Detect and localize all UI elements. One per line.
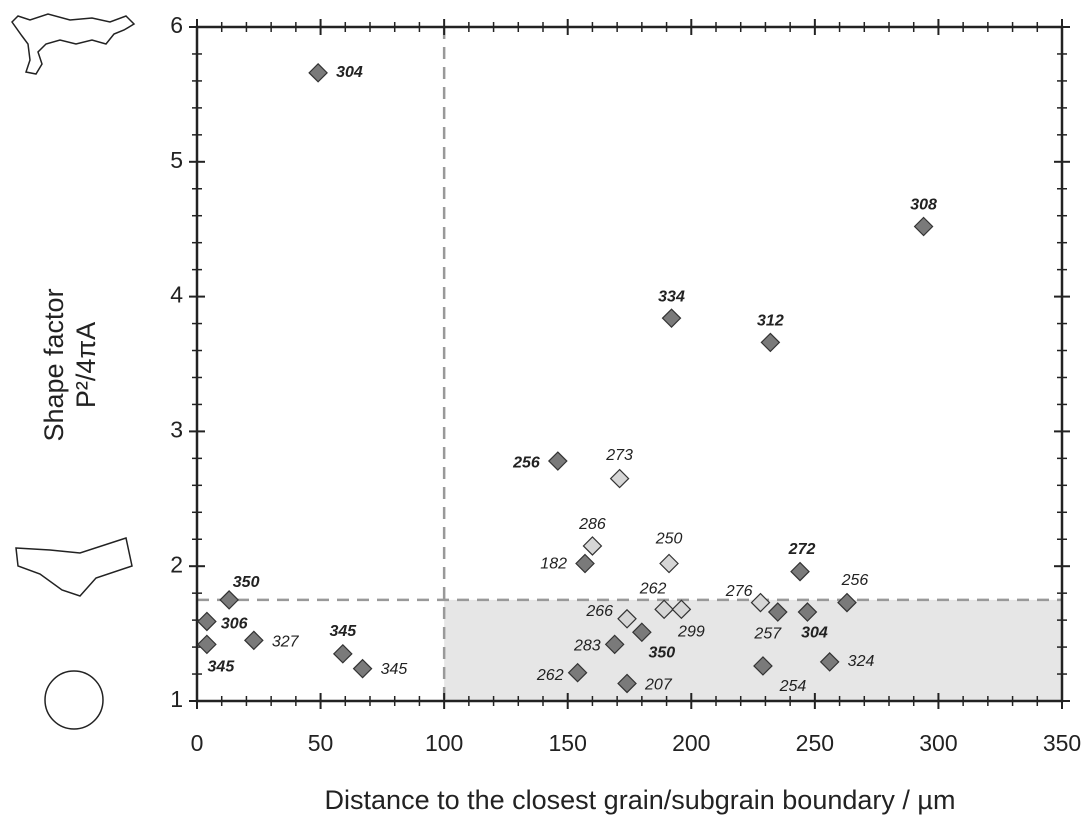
- point-label: 345: [329, 623, 357, 640]
- data-point: [582, 536, 603, 556]
- point-label: 276: [725, 583, 753, 600]
- data-point: [797, 602, 818, 622]
- data-point: [671, 599, 692, 620]
- point-label: 324: [848, 653, 875, 670]
- round-grain-icon: [44, 670, 104, 730]
- x-tick-label: 200: [672, 730, 710, 756]
- data-point: [661, 308, 682, 329]
- data-point: [617, 608, 637, 629]
- data-point: [567, 662, 588, 683]
- point-label: 345: [381, 661, 408, 678]
- data-point: [547, 451, 568, 471]
- data-point: [332, 643, 353, 664]
- point-label: 256: [841, 572, 869, 589]
- data-point: [632, 622, 652, 643]
- x-tick-label: 300: [919, 730, 957, 756]
- point-label: 312: [757, 313, 784, 330]
- point-label: 327: [272, 634, 300, 651]
- data-point: [352, 658, 373, 679]
- point-label: 304: [336, 64, 363, 81]
- data-point: [753, 656, 773, 676]
- point-label: 299: [677, 624, 705, 641]
- data-point: [790, 561, 810, 582]
- shape-icons: [11, 13, 136, 730]
- data-point: [767, 602, 788, 622]
- point-label: 207: [644, 677, 673, 694]
- elongated-grain-icon: [15, 537, 133, 597]
- point-label: 273: [605, 447, 633, 464]
- point-label: 262: [536, 667, 564, 684]
- data-point: [617, 673, 637, 694]
- point-label: 272: [788, 541, 816, 558]
- y-tick-label: 4: [170, 282, 183, 308]
- data-point: [575, 553, 595, 574]
- point-label: 254: [779, 678, 807, 695]
- data-point: [837, 592, 857, 613]
- y-tick-label: 2: [170, 551, 183, 577]
- point-label: 257: [753, 625, 782, 642]
- x-tick-label: 100: [425, 730, 463, 756]
- point-label: 262: [639, 581, 667, 598]
- point-label: 182: [540, 556, 567, 573]
- data-point: [819, 652, 840, 672]
- y-tick-label: 6: [170, 12, 183, 38]
- data-point: [604, 634, 625, 655]
- point-label: 345: [208, 659, 236, 676]
- point-label: 286: [578, 516, 606, 533]
- point-label: 350: [649, 644, 676, 661]
- x-tick-label: 150: [549, 730, 587, 756]
- data-point: [308, 62, 328, 83]
- plot-frame: [195, 25, 1064, 703]
- x-tick-label: 250: [796, 730, 834, 756]
- point-label: 283: [573, 638, 601, 655]
- data-point: [243, 630, 264, 651]
- data-point: [197, 634, 217, 655]
- data-point: [609, 468, 630, 489]
- y-axis-title: P²/4πA: [71, 322, 101, 408]
- data-point: [659, 553, 679, 574]
- y-tick-label: 1: [170, 686, 183, 712]
- point-label: 304: [801, 624, 828, 641]
- point-label: 308: [910, 197, 937, 214]
- irregular-grain-icon: [11, 13, 136, 75]
- x-tick-label: 350: [1043, 730, 1081, 756]
- data-point: [197, 611, 217, 632]
- point-label: 350: [233, 574, 260, 591]
- point-label: 266: [585, 603, 613, 620]
- y-tick-label: 3: [170, 416, 183, 442]
- data-point: [750, 592, 771, 613]
- data-point: [219, 590, 239, 610]
- point-label: 334: [658, 288, 685, 305]
- point-label: 306: [221, 616, 248, 633]
- y-axis-title: Shape factor: [39, 288, 69, 441]
- x-tick-label: 0: [191, 730, 204, 756]
- y-tick-label: 5: [170, 147, 183, 173]
- point-label: 256: [512, 454, 540, 471]
- x-axis-title: Distance to the closest grain/subgrain b…: [325, 785, 956, 815]
- data-point: [654, 599, 674, 620]
- point-label: 250: [655, 531, 683, 548]
- data-point: [760, 332, 781, 353]
- data-point: [913, 216, 934, 237]
- x-tick-label: 50: [308, 730, 334, 756]
- shaded-region: [444, 599, 1063, 701]
